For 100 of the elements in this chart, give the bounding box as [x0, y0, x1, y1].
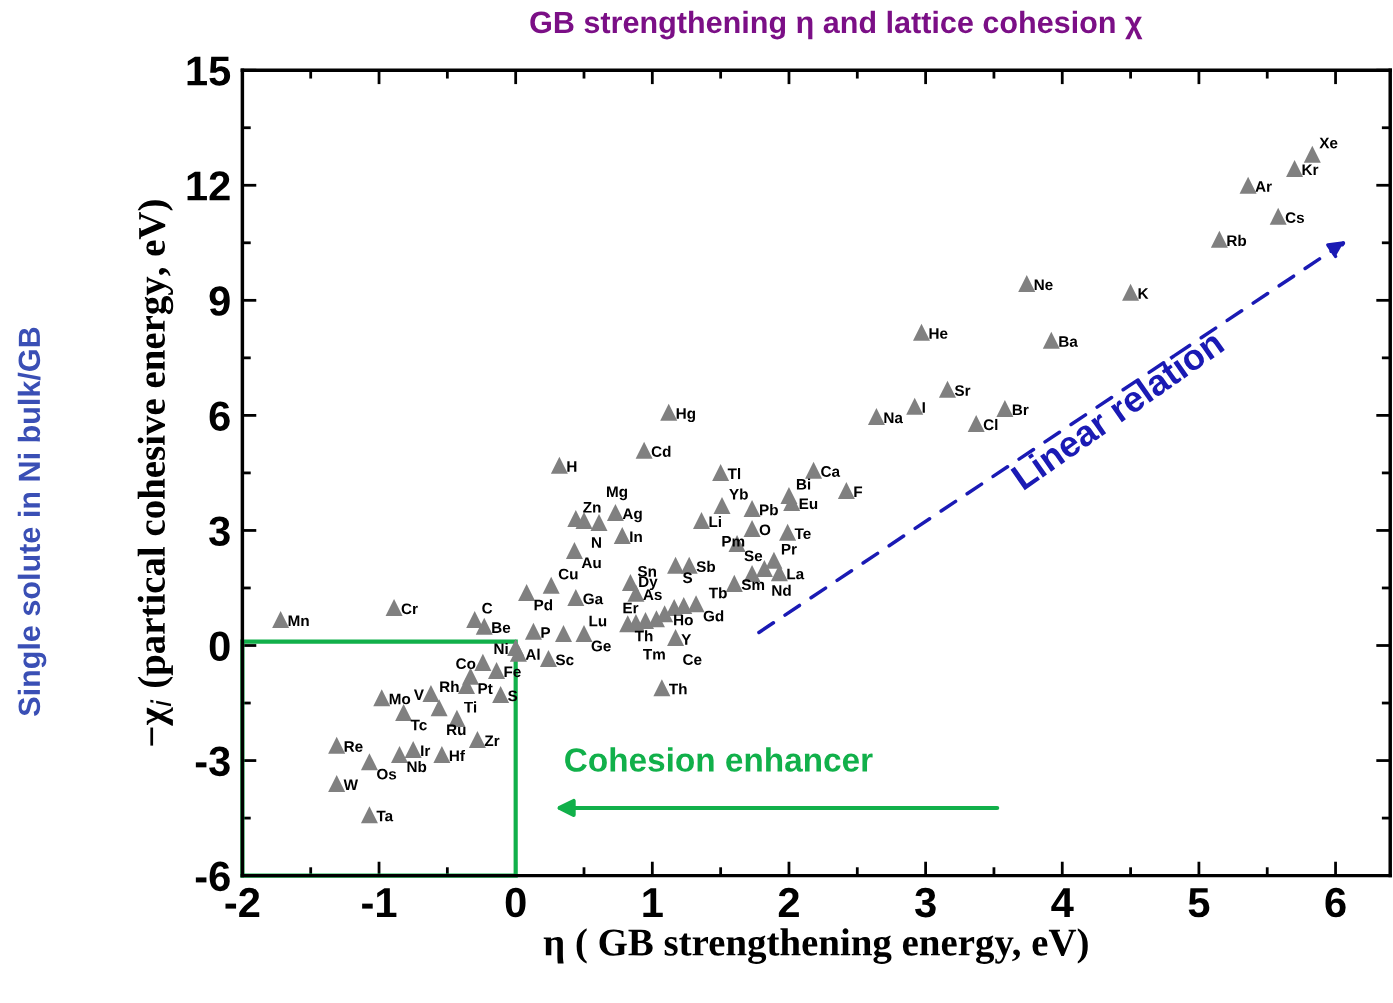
- annotation: Th: [634, 630, 653, 642]
- annotation: Zr: [484, 735, 500, 747]
- annotation: Pr: [781, 543, 797, 555]
- y-tick-label: 9: [209, 286, 230, 316]
- annotation: Na: [884, 412, 903, 424]
- annotation: Ga: [583, 593, 604, 605]
- annotation: Zn: [583, 502, 601, 513]
- annotation: Re: [344, 741, 363, 752]
- annotation: Cu: [558, 568, 578, 580]
- y-tick-label: 6: [209, 401, 230, 431]
- annotation: Lu: [589, 615, 607, 627]
- annotation: Sn: [637, 565, 656, 577]
- x-tick-label: 0: [505, 887, 526, 918]
- annotation: Au: [581, 557, 601, 569]
- annotation: In: [630, 531, 642, 542]
- annotation: Nb: [407, 761, 427, 773]
- annotation: Cd: [651, 445, 671, 457]
- chart-title: GB strengthening η and lattice cohesion χ: [530, 10, 1143, 40]
- x-tick-label: -1: [362, 888, 397, 917]
- x-tick-label: 1: [643, 888, 663, 917]
- annotation: N: [591, 537, 601, 548]
- annotation: Dy: [639, 576, 658, 591]
- annotation: Sm: [741, 579, 765, 591]
- y-tick-label: 0: [209, 631, 230, 662]
- annotation: Sc: [555, 654, 574, 666]
- annotation: F: [854, 486, 863, 498]
- y-tick-label: 15: [187, 56, 231, 86]
- annotation: Sb: [696, 560, 716, 573]
- annotation: Mn: [288, 615, 309, 626]
- annotation: Br: [1012, 404, 1029, 416]
- annotation: Cl: [983, 418, 998, 431]
- annotation: W: [343, 779, 359, 791]
- annotation: Ir: [421, 745, 431, 756]
- y-tick-label: -3: [195, 746, 230, 777]
- annotation: Mg: [607, 486, 628, 501]
- annotation: Yb: [729, 488, 748, 500]
- annotation: Bi: [796, 478, 811, 490]
- annotation: Xe: [1319, 137, 1338, 149]
- annotation: As: [643, 589, 662, 601]
- annotation: Ru: [447, 724, 466, 736]
- annotation: K: [1138, 288, 1149, 299]
- annotation: Se: [744, 550, 763, 562]
- annotation: He: [929, 328, 948, 339]
- annotation: Al: [525, 648, 540, 660]
- annotation: Hf: [449, 749, 465, 761]
- y-tick-label: 12: [187, 171, 230, 201]
- annotation: Pt: [478, 683, 493, 694]
- x-tick-label: 6: [1325, 887, 1346, 918]
- annotation: Rb: [1227, 234, 1247, 247]
- y-tick-label: 3: [209, 516, 230, 547]
- annotation: O: [759, 524, 771, 536]
- annotation: Hg: [676, 408, 696, 423]
- annotation: Li: [709, 515, 721, 528]
- annotation: Y: [681, 634, 692, 645]
- annotation: Ba: [1059, 336, 1078, 347]
- annotation: Te: [794, 528, 811, 540]
- annotation: Cohesion enhancer: [565, 747, 873, 772]
- annotation: Sr: [954, 385, 971, 397]
- annotation: Ge: [591, 640, 611, 652]
- annotation: Pd: [534, 599, 553, 611]
- x-tick-label: 2: [778, 887, 799, 917]
- annotation: Th: [669, 683, 687, 695]
- annotation: Eu: [799, 498, 818, 510]
- annotation: P: [541, 627, 551, 638]
- annotation: Cs: [1285, 212, 1305, 224]
- annotation: Pb: [760, 504, 778, 516]
- annotation: Rh: [440, 680, 459, 692]
- annotation: Ne: [1034, 279, 1053, 291]
- annotation: Tb: [708, 587, 727, 599]
- annotation: Ag: [622, 508, 642, 523]
- annotation: Tc: [410, 719, 427, 731]
- x-tick-label: 5: [1188, 888, 1210, 918]
- annotation: Be: [492, 622, 511, 634]
- annotation: Ti: [464, 701, 477, 713]
- annotation: Ni: [494, 642, 508, 654]
- x-tick-label: 4: [1051, 888, 1074, 917]
- annotation: Kr: [1302, 164, 1319, 175]
- annotation: I: [922, 402, 925, 413]
- text: Single solute in Ni bulk/GB: [17, 327, 47, 716]
- annotation: Nd: [772, 584, 791, 596]
- annotation: Ar: [1255, 181, 1272, 192]
- annotation: Co: [456, 658, 476, 670]
- annotation: Gd: [703, 610, 724, 622]
- annotation: Ca: [821, 466, 841, 477]
- annotation: Ho: [674, 614, 693, 626]
- annotation: Pm: [722, 536, 745, 547]
- annotation: S: [682, 572, 693, 584]
- annotation: Tl: [727, 468, 741, 480]
- annotation: H: [567, 461, 577, 472]
- annotation: C: [482, 602, 493, 614]
- annotation: Er: [623, 602, 639, 614]
- annotation: V: [413, 689, 424, 700]
- x-tick-label: 3: [914, 887, 936, 918]
- annotation: Tm: [643, 649, 665, 660]
- annotation: La: [787, 568, 805, 580]
- annotation: Ce: [683, 654, 702, 665]
- annotation: Cr: [401, 603, 418, 615]
- annotation: Os: [377, 768, 397, 780]
- x-axis-title: η ( GB strengthening energy, eV): [543, 928, 1088, 964]
- y-axis-title: −χ$_{i}$ (partical cohesive energy, eV): [137, 200, 174, 746]
